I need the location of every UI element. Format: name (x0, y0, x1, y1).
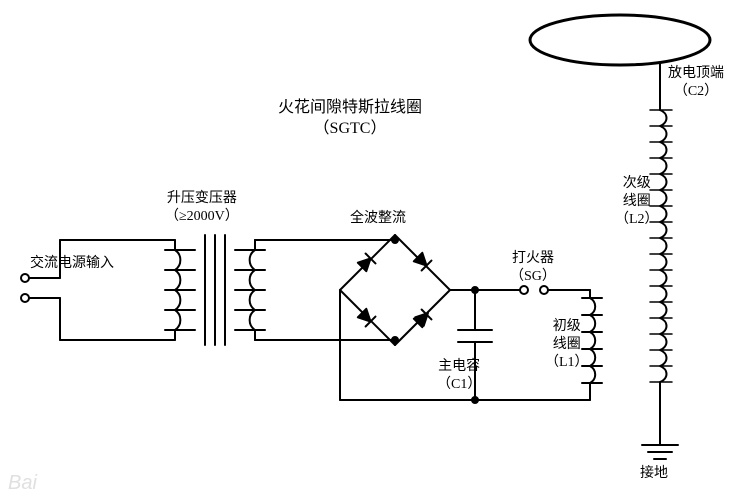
circuit-diagram (0, 0, 750, 501)
ac-terminal-bottom (21, 294, 29, 302)
rectifier-label: 全波整流 (350, 210, 406, 228)
primary-coil-label: 初级 线圈 （L1） (545, 318, 589, 373)
topload-label: 放电顶端 （C2） (668, 65, 724, 101)
ac-input-label: 交流电源输入 (30, 255, 114, 273)
watermark: Bai (8, 472, 37, 495)
secondary-coil (650, 65, 672, 430)
spark-gap (520, 286, 548, 294)
secondary-coil-label: 次级 线圈 （L2） (615, 175, 659, 230)
ac-terminal-top (21, 274, 29, 282)
ground-label: 接地 (640, 465, 668, 483)
diagram-title: 火花间隙特斯拉线圈 （SGTC） (260, 98, 440, 140)
transformer-label: 升压变压器 （≥2000V） (165, 190, 239, 226)
transformer-secondary (235, 240, 265, 340)
ground (642, 430, 678, 459)
transformer-primary (165, 240, 195, 340)
topload (530, 15, 710, 65)
spark-gap-label: 打火器 （SG） (510, 250, 556, 286)
transformer-core (205, 235, 225, 345)
capacitor-label: 主电容 （C1） (437, 358, 481, 394)
